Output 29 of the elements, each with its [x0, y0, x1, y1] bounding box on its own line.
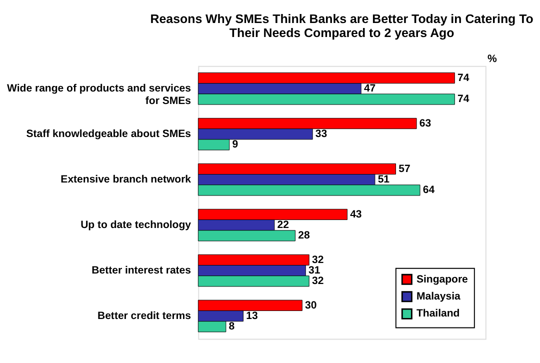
- chart-title: Reasons Why SMEs Think Banks are Better Today in Catering To Their Needs Compared to 2 years Ago: [150, 12, 534, 40]
- legend-label: Singapore: [416, 273, 468, 286]
- data-label: 74: [458, 93, 470, 106]
- data-label: 33: [315, 128, 328, 140]
- data-label: 31: [308, 264, 320, 276]
- data-label: 32: [312, 254, 324, 266]
- y-tick-label: Up to date technology: [80, 218, 192, 231]
- data-label: 51: [378, 173, 390, 186]
- data-label: 63: [419, 117, 432, 130]
- y-tick-label: Staff knowledgeable about SMEs: [26, 128, 192, 140]
- data-label: 8: [228, 320, 235, 333]
- y-tick-label: Better interest rates: [92, 264, 192, 276]
- data-label: 28: [298, 230, 310, 242]
- data-label: 47: [364, 82, 376, 95]
- data-label: 74: [458, 72, 470, 84]
- y-tick-label: Extensive branch network: [60, 173, 192, 186]
- data-label: 57: [398, 162, 410, 175]
- data-label: 13: [246, 310, 258, 322]
- y-tick-label: Wide range of products and services for SMEs: [7, 82, 192, 107]
- legend-label: Malaysia: [416, 290, 460, 303]
- legend-label: Thailand: [416, 308, 460, 320]
- data-label: 64: [422, 184, 435, 196]
- data-label: 30: [305, 299, 317, 312]
- data-label: 22: [277, 218, 290, 231]
- data-label: 43: [350, 208, 362, 220]
- data-label: 9: [232, 138, 238, 151]
- text: %: [488, 53, 498, 66]
- y-tick-label: Better credit terms: [97, 310, 192, 322]
- data-label: 32: [312, 275, 324, 288]
